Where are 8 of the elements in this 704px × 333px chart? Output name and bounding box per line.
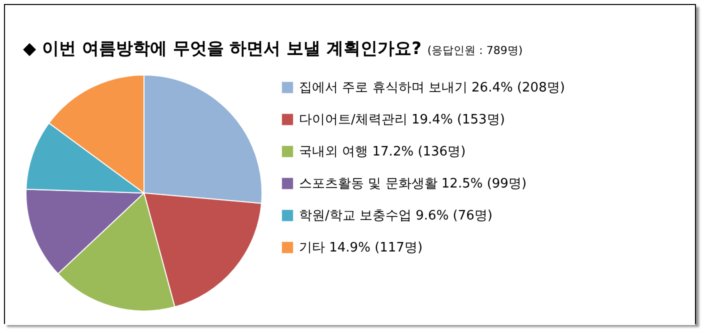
legend-label: 기타 14.9% (117명) [299,240,423,256]
chart-title: ◆ 이번 여름방학에 무엇을 하면서 보낼 계획인가요? [23,39,422,59]
legend-label: 스포츠활동 및 문화생활 12.5% (99명) [299,176,527,192]
chart-subtitle: (응답인원 : 789명) [427,44,523,57]
legend-label: 집에서 주로 휴식하며 보내기 26.4% (208명) [299,80,565,96]
legend-label: 다이어트/체력관리 19.4% (153명) [299,112,505,128]
legend-label: 학원/학교 보충수업 9.6% (76명) [299,208,492,224]
legend-label: 국내외 여행 17.2% (136명) [299,144,466,160]
